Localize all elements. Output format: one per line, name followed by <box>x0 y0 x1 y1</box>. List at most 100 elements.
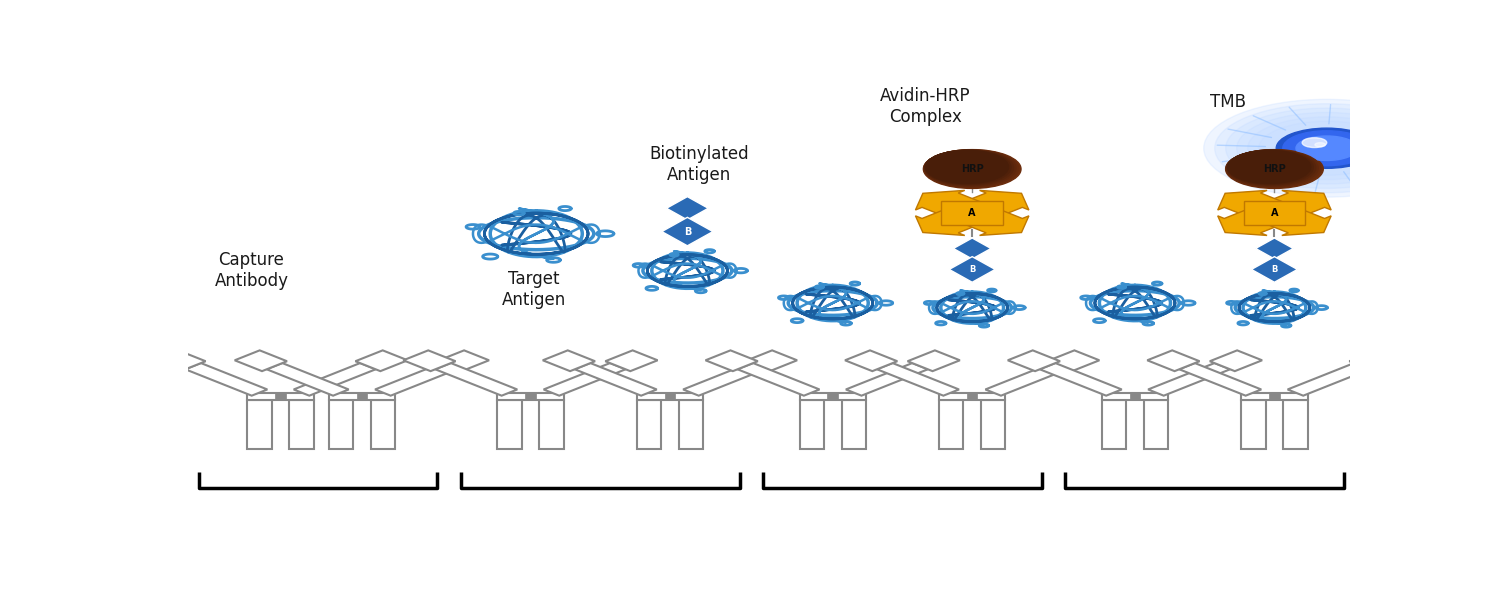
Circle shape <box>924 149 1022 188</box>
Polygon shape <box>915 209 982 235</box>
Circle shape <box>1227 150 1316 185</box>
Polygon shape <box>638 400 662 449</box>
Circle shape <box>926 151 1008 184</box>
Polygon shape <box>738 363 819 395</box>
Text: B: B <box>684 227 692 236</box>
Polygon shape <box>1218 209 1286 235</box>
Polygon shape <box>939 392 1005 400</box>
Polygon shape <box>666 197 708 220</box>
Circle shape <box>1276 128 1377 169</box>
Polygon shape <box>543 350 596 371</box>
Polygon shape <box>186 363 267 395</box>
Text: B: B <box>969 265 975 274</box>
Polygon shape <box>1102 392 1168 400</box>
Polygon shape <box>1040 363 1122 395</box>
FancyBboxPatch shape <box>942 201 1004 225</box>
Polygon shape <box>842 400 866 449</box>
Polygon shape <box>357 392 368 400</box>
Polygon shape <box>543 363 626 395</box>
Polygon shape <box>234 350 286 371</box>
Polygon shape <box>680 400 703 449</box>
Text: Biotinylated
Antigen: Biotinylated Antigen <box>650 145 748 184</box>
Circle shape <box>1215 104 1438 193</box>
Polygon shape <box>375 363 458 395</box>
Polygon shape <box>1008 350 1060 371</box>
Polygon shape <box>828 392 839 400</box>
Circle shape <box>1227 150 1312 184</box>
Circle shape <box>1226 149 1323 188</box>
Polygon shape <box>1242 392 1308 400</box>
Polygon shape <box>682 363 765 395</box>
Polygon shape <box>1148 350 1200 371</box>
Polygon shape <box>950 257 994 282</box>
Polygon shape <box>800 392 865 400</box>
Circle shape <box>1226 108 1428 188</box>
Circle shape <box>1227 150 1318 187</box>
Polygon shape <box>662 217 712 246</box>
Polygon shape <box>436 350 489 371</box>
Polygon shape <box>1350 350 1401 371</box>
Polygon shape <box>356 350 408 371</box>
Polygon shape <box>968 392 978 400</box>
FancyBboxPatch shape <box>1244 201 1305 225</box>
Circle shape <box>924 150 1016 187</box>
Polygon shape <box>1264 209 1330 235</box>
Polygon shape <box>1102 400 1126 449</box>
Text: A: A <box>1270 208 1278 218</box>
Polygon shape <box>1130 392 1140 400</box>
Polygon shape <box>705 350 758 371</box>
Circle shape <box>1296 136 1358 160</box>
Polygon shape <box>1179 363 1262 395</box>
Text: TMB: TMB <box>1210 93 1246 111</box>
Polygon shape <box>981 400 1005 449</box>
Circle shape <box>1203 100 1450 197</box>
Text: Target
Antigen: Target Antigen <box>503 270 566 308</box>
Polygon shape <box>1284 400 1308 449</box>
Polygon shape <box>962 190 1029 217</box>
Text: HRP: HRP <box>1263 164 1286 174</box>
Polygon shape <box>1269 392 1280 400</box>
Circle shape <box>926 150 1011 184</box>
Polygon shape <box>1210 350 1261 371</box>
Polygon shape <box>328 400 352 449</box>
Circle shape <box>1282 131 1371 166</box>
Text: B: B <box>1270 265 1278 274</box>
Polygon shape <box>664 392 675 400</box>
Polygon shape <box>1148 363 1230 395</box>
Polygon shape <box>908 350 960 371</box>
Polygon shape <box>498 400 522 449</box>
Text: A: A <box>969 208 976 218</box>
Polygon shape <box>1287 363 1370 395</box>
Polygon shape <box>800 400 824 449</box>
Polygon shape <box>328 392 394 400</box>
Circle shape <box>1258 121 1395 175</box>
Polygon shape <box>274 392 286 400</box>
Polygon shape <box>1047 350 1100 371</box>
Polygon shape <box>1256 238 1293 259</box>
Circle shape <box>1227 151 1311 184</box>
Polygon shape <box>267 363 348 395</box>
Circle shape <box>1302 138 1326 148</box>
Polygon shape <box>878 363 959 395</box>
Polygon shape <box>606 350 657 371</box>
Circle shape <box>1236 112 1418 184</box>
Polygon shape <box>915 190 982 217</box>
Polygon shape <box>1242 400 1266 449</box>
Text: Capture
Antibody: Capture Antibody <box>214 251 288 290</box>
Polygon shape <box>1144 400 1168 449</box>
Polygon shape <box>1251 257 1298 282</box>
Polygon shape <box>248 400 272 449</box>
Circle shape <box>924 150 1014 185</box>
Polygon shape <box>370 400 394 449</box>
Polygon shape <box>986 363 1068 395</box>
Polygon shape <box>638 392 704 400</box>
Polygon shape <box>844 350 897 371</box>
Polygon shape <box>939 400 963 449</box>
Polygon shape <box>954 238 992 259</box>
Polygon shape <box>962 209 1029 235</box>
Circle shape <box>1316 143 1326 147</box>
Polygon shape <box>290 400 314 449</box>
Polygon shape <box>574 363 657 395</box>
Polygon shape <box>525 392 536 400</box>
Polygon shape <box>1264 190 1330 217</box>
